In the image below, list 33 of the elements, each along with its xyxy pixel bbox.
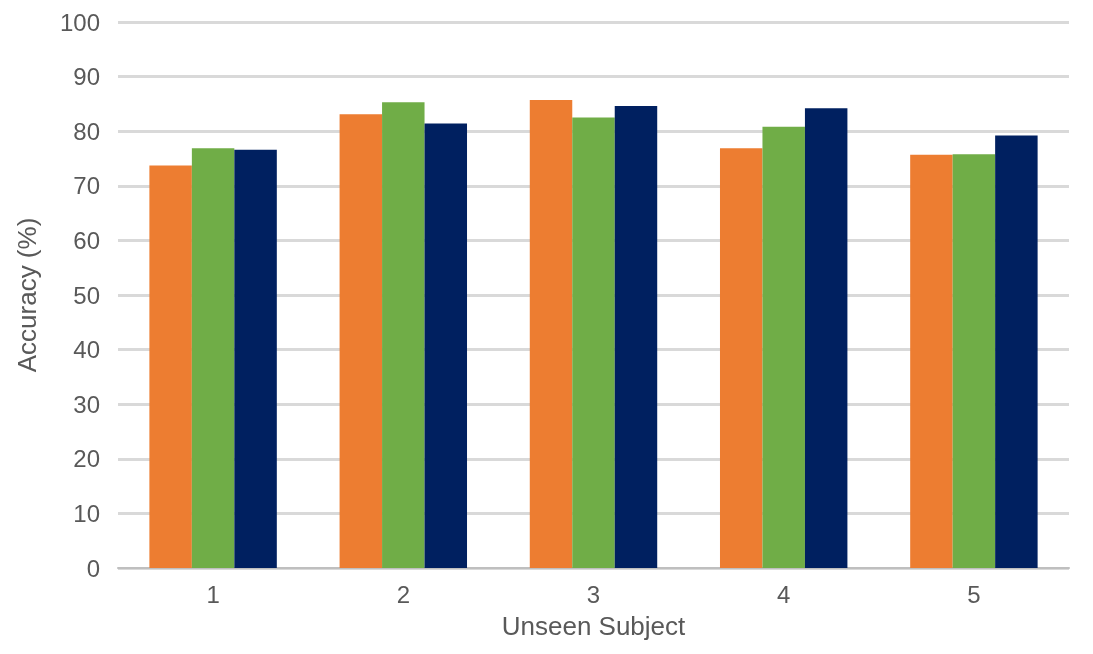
y-tick-label: 50 bbox=[73, 281, 100, 309]
y-tick-label: 60 bbox=[73, 226, 100, 254]
bar bbox=[529, 100, 573, 568]
bar bbox=[149, 165, 192, 568]
bar bbox=[910, 154, 953, 568]
bar bbox=[572, 117, 615, 568]
bar bbox=[804, 108, 848, 568]
bar bbox=[762, 126, 805, 568]
y-tick-label: 80 bbox=[73, 117, 100, 145]
bar bbox=[424, 123, 468, 568]
x-tick-label: 4 bbox=[777, 580, 791, 608]
y-tick-label: 100 bbox=[59, 8, 100, 36]
y-tick-label: 0 bbox=[86, 554, 100, 582]
y-tick-label: 30 bbox=[73, 390, 100, 418]
bar bbox=[339, 114, 383, 568]
y-tick-label: 20 bbox=[73, 445, 100, 473]
bar bbox=[234, 149, 277, 568]
bar bbox=[614, 106, 658, 568]
bar bbox=[382, 102, 425, 568]
y-tick-label: 10 bbox=[73, 499, 100, 527]
bar bbox=[995, 135, 1038, 568]
bar bbox=[952, 154, 996, 568]
bar bbox=[719, 148, 763, 568]
x-tick-label: 3 bbox=[586, 580, 601, 608]
y-tick-label: 40 bbox=[73, 336, 100, 364]
x-tick-label: 1 bbox=[206, 580, 220, 608]
y-axis-title: Accuracy (%) bbox=[12, 217, 42, 373]
y-tick-label: 70 bbox=[73, 172, 100, 200]
x-axis-title: Unseen Subject bbox=[501, 611, 687, 641]
x-tick-label: 2 bbox=[396, 580, 410, 608]
y-tick-label: 90 bbox=[73, 63, 100, 91]
x-tick-label: 5 bbox=[967, 580, 981, 608]
bar bbox=[191, 148, 235, 568]
